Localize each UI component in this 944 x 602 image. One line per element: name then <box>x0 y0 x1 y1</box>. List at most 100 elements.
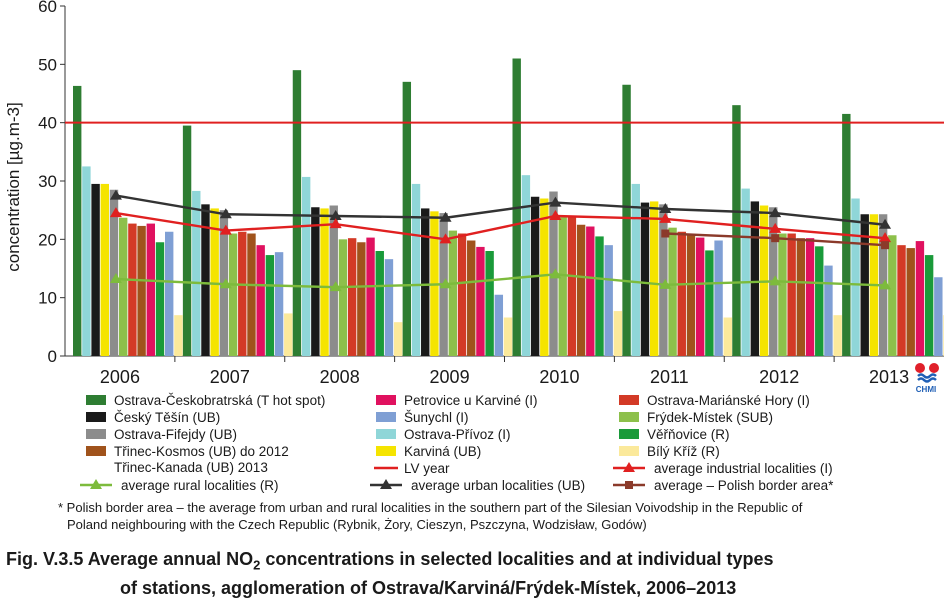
legend-swatch <box>619 412 639 422</box>
series-marker <box>439 211 452 222</box>
legend-label: Petrovice u Karviné (I) <box>404 393 538 408</box>
legend-label: Třinec-Kosmos (UB) do 2012 Třinec-Kanada … <box>114 444 289 475</box>
bar <box>897 245 906 356</box>
bar <box>329 205 338 356</box>
bar <box>732 105 741 357</box>
no2-chart: 0 10 20 30 40 50 60 concentration [µg.m-3] 2006 2… <box>4 0 944 493</box>
bar <box>476 246 485 356</box>
bar <box>109 189 119 356</box>
series-line <box>115 273 886 289</box>
bar <box>421 208 430 356</box>
y-tick-label: 30 <box>38 172 57 191</box>
series-marker <box>879 218 892 229</box>
legend-label: average urban localities (UB) <box>411 478 585 493</box>
bar <box>485 251 494 356</box>
y-axis-title: concentration [µg.m-3] <box>4 102 23 272</box>
bar <box>228 233 238 356</box>
bar <box>292 70 302 357</box>
bar <box>165 231 174 356</box>
bar <box>82 166 91 356</box>
bar <box>686 234 696 356</box>
y-tick-label: 20 <box>38 230 57 249</box>
legend-swatch <box>619 395 639 405</box>
caption-subscript: 2 <box>253 557 261 573</box>
series-marker <box>549 268 562 279</box>
x-tick-label: 2010 <box>539 367 579 387</box>
y-tick-label: 10 <box>38 289 57 308</box>
bar <box>934 277 943 356</box>
legend-swatch <box>86 412 106 422</box>
bar <box>595 236 604 356</box>
bar <box>604 245 613 356</box>
bar <box>576 224 586 356</box>
bar <box>146 223 155 356</box>
series-marker <box>219 208 232 219</box>
series-marker <box>329 218 342 229</box>
bar <box>540 198 549 356</box>
bar <box>119 217 128 356</box>
legend-label: Ostrava-Českobratrská (T hot spot) <box>114 393 325 408</box>
footnote: * Polish border area – the average from … <box>58 499 918 533</box>
bar <box>567 217 577 356</box>
chart-legend: Ostrava-Českobratrská (T hot spot) Petrov… <box>80 393 834 493</box>
bar <box>815 246 824 356</box>
chmi-logo: CHMI <box>912 362 944 396</box>
series-marker <box>659 212 672 223</box>
legend-label: Bílý Kříž (R) <box>647 444 720 459</box>
x-tick-label: 2006 <box>100 367 140 387</box>
bar <box>366 237 375 356</box>
legend-label-line: Třinec-Kanada (UB) 2013 <box>114 460 268 475</box>
bar <box>640 202 650 356</box>
y-tick-label: 60 <box>38 0 57 16</box>
bar <box>192 190 201 356</box>
bar <box>888 235 897 356</box>
series-line <box>115 211 886 241</box>
legend-swatch <box>86 395 106 405</box>
legend-label: Karviná (UB) <box>404 444 481 459</box>
x-tick-label: 2013 <box>869 367 909 387</box>
caption-line-1-start: Fig. V.3.5 Average annual NO <box>6 549 254 569</box>
bar <box>128 223 137 356</box>
y-tick-label: 40 <box>38 114 57 133</box>
bar <box>393 322 403 356</box>
legend-label: average industrial localities (I) <box>654 461 833 476</box>
series-marker <box>109 189 122 200</box>
bar <box>256 245 265 356</box>
bar <box>155 242 165 356</box>
series-marker <box>109 207 122 218</box>
series-marker <box>659 203 672 213</box>
legend-label: average – Polish border area* <box>654 478 834 493</box>
bar <box>778 233 787 356</box>
bar <box>622 84 631 356</box>
series-line <box>115 194 886 226</box>
legend-label: Frýdek-Místek (SUB) <box>647 410 773 425</box>
figure-caption: Fig. V.3.5 Average annual NO2 concentrat… <box>6 548 936 599</box>
series-marker <box>549 210 562 220</box>
bar <box>714 240 723 356</box>
legend-label: Ostrava-Přívoz (I) <box>404 427 511 442</box>
series-marker <box>219 278 232 289</box>
bar <box>73 85 82 357</box>
bar <box>265 255 275 356</box>
series-marker <box>219 224 232 235</box>
legend-label: Ostrava-Mariánské Hory (I) <box>647 393 810 408</box>
legend-swatch <box>376 395 396 405</box>
bar <box>833 315 842 356</box>
series-marker <box>329 281 342 292</box>
series-marker <box>879 232 892 243</box>
x-tick-label: 2009 <box>430 367 470 387</box>
chmi-logo-mark: CHMI <box>915 363 939 394</box>
bar <box>91 183 100 356</box>
series-marker <box>90 479 102 489</box>
x-tick-label: 2012 <box>759 367 799 387</box>
legend-swatch <box>619 446 639 456</box>
bar <box>467 240 476 356</box>
bar <box>357 242 366 356</box>
bar <box>384 259 394 356</box>
x-tick-label: 2007 <box>210 367 250 387</box>
chart-axes: 0 10 20 30 40 50 60 concentration [µg.m-3] 2006 2… <box>4 0 944 387</box>
legend-swatch <box>376 446 396 456</box>
series-marker <box>329 210 342 220</box>
series-marker <box>625 481 633 489</box>
bar <box>906 248 915 356</box>
